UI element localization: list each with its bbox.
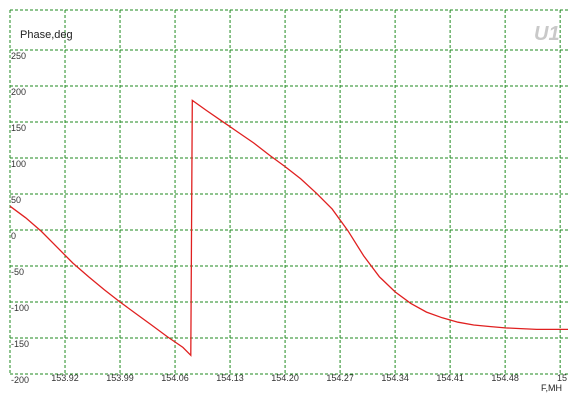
y-tick-label: -200 bbox=[11, 375, 29, 385]
x-axis-label: F,MH bbox=[541, 383, 562, 393]
y-tick-label: 100 bbox=[11, 159, 26, 169]
horizontal-gridlines bbox=[10, 9, 568, 375]
vertical-gridlines bbox=[9, 10, 561, 374]
y-tick-label: 250 bbox=[11, 51, 26, 61]
x-tick-labels: 153.92 153.99 154.06 154.13 154.20 154.27 154.… bbox=[51, 373, 567, 383]
phase-series-line bbox=[9, 99, 568, 357]
x-tick-label: 154.27 bbox=[326, 373, 354, 383]
x-tick-label: 154.41 bbox=[436, 373, 464, 383]
y-tick-label: -100 bbox=[11, 303, 29, 313]
y-axis-label: Phase,deg bbox=[20, 29, 73, 41]
x-tick-label: 154.13 bbox=[216, 373, 244, 383]
y-tick-label: -50 bbox=[11, 267, 24, 277]
logo-mark: U1 bbox=[534, 23, 560, 45]
y-tick-label: -150 bbox=[11, 339, 29, 349]
x-tick-label: 154.34 bbox=[381, 373, 409, 383]
x-tick-label: 154.06 bbox=[161, 373, 189, 383]
y-tick-label: 50 bbox=[11, 195, 21, 205]
y-tick-label: 0 bbox=[11, 231, 16, 241]
x-tick-label: 154.48 bbox=[491, 373, 519, 383]
y-tick-label: 150 bbox=[11, 123, 26, 133]
y-tick-labels: 250 200 150 100 50 0 -50 -100 -150 -200 bbox=[11, 51, 29, 385]
x-tick-label: 15 bbox=[557, 373, 567, 383]
x-tick-label: 154.20 bbox=[271, 373, 299, 383]
x-tick-label: 153.92 bbox=[51, 373, 79, 383]
x-tick-label: 153.99 bbox=[106, 373, 134, 383]
y-tick-label: 200 bbox=[11, 87, 26, 97]
